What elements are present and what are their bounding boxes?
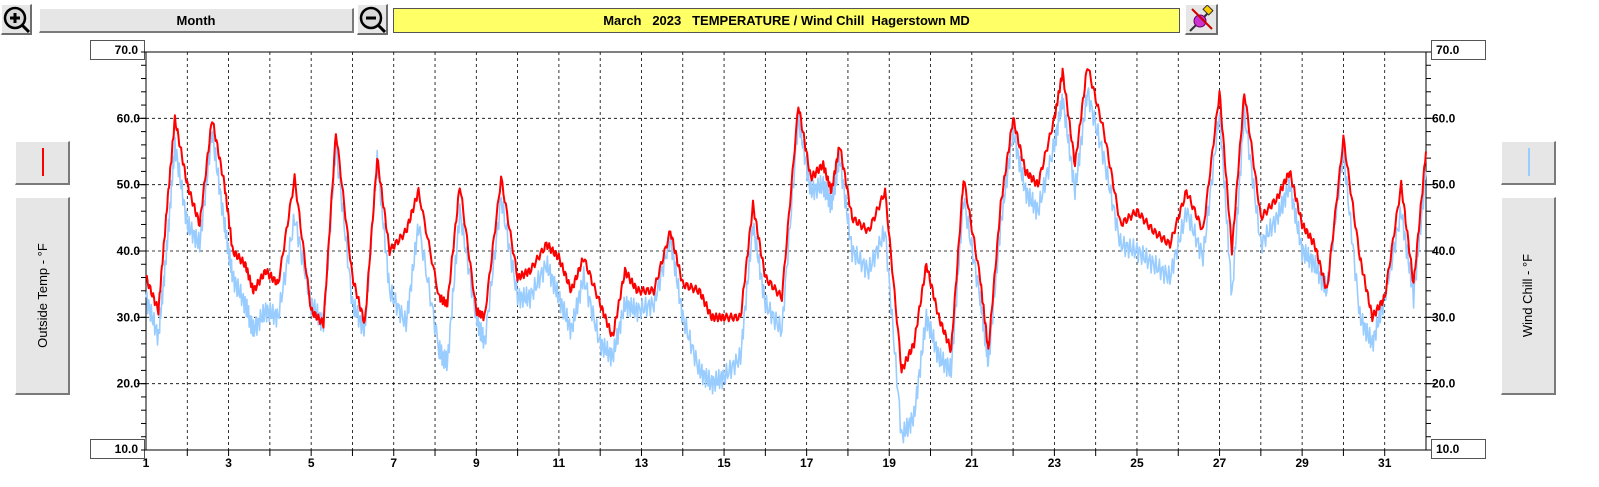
x-tick-label: 17	[800, 456, 814, 470]
right-axis-title-button[interactable]: Wind Chill - °F	[1501, 197, 1556, 395]
x-tick-label: 7	[390, 456, 397, 470]
x-tick-label: 1	[143, 456, 150, 470]
x-tick-label: 27	[1213, 456, 1227, 470]
period-selector-button[interactable]: Month	[39, 8, 354, 33]
zoom-in-button[interactable]	[1, 4, 32, 35]
x-tick-label: 3	[225, 456, 232, 470]
outside-temp-series-line	[145, 67, 1427, 374]
y-tick-label-left: 60.0	[117, 111, 141, 125]
windchill-series-legend-swatch[interactable]	[1501, 141, 1556, 185]
y-tick-label-right: 30.0	[1432, 310, 1456, 324]
y-tick-label-left: 30.0	[117, 310, 141, 324]
x-tick-label: 31	[1378, 456, 1392, 470]
y-tick-label-right: 60.0	[1432, 111, 1456, 125]
zoom-in-icon	[3, 6, 31, 34]
y-tick-label-right: 40.0	[1432, 244, 1456, 258]
x-tick-label: 13	[635, 456, 649, 470]
zoom-out-button[interactable]	[357, 4, 388, 35]
paint-brush-icon	[1189, 4, 1214, 32]
paint-settings-button[interactable]	[1185, 4, 1218, 35]
y-tick-label-left: 50.0	[117, 178, 141, 192]
x-tick-label: 11	[553, 456, 566, 470]
y-tick-label-right: 20.0	[1432, 377, 1456, 391]
x-tick-label: 5	[308, 456, 315, 470]
x-tick-label: 29	[1295, 456, 1309, 470]
x-tick-label: 23	[1048, 456, 1062, 470]
x-tick-label: 15	[717, 456, 731, 470]
chart-title: March 2023 TEMPERATURE / Wind Chill Hage…	[393, 8, 1180, 33]
y-tick-label-left: 20.0	[117, 377, 141, 391]
right-axis-max-label: 70.0	[1431, 40, 1486, 60]
x-tick-label: 25	[1130, 456, 1144, 470]
x-tick-label: 21	[965, 456, 979, 470]
left-axis-min-label: 10.0	[90, 439, 145, 459]
left-axis-max-label: 70.0	[90, 40, 145, 60]
left-axis-title-button[interactable]: Outside Temp - °F	[15, 197, 70, 395]
zoom-out-icon	[359, 6, 387, 34]
y-tick-label-right: 50.0	[1432, 178, 1456, 192]
right-axis-min-label: 10.0	[1431, 439, 1486, 459]
y-tick-label-left: 40.0	[117, 244, 141, 258]
x-tick-label: 19	[883, 456, 897, 470]
x-tick-label: 9	[473, 456, 480, 470]
temp-series-legend-swatch[interactable]	[15, 141, 70, 185]
